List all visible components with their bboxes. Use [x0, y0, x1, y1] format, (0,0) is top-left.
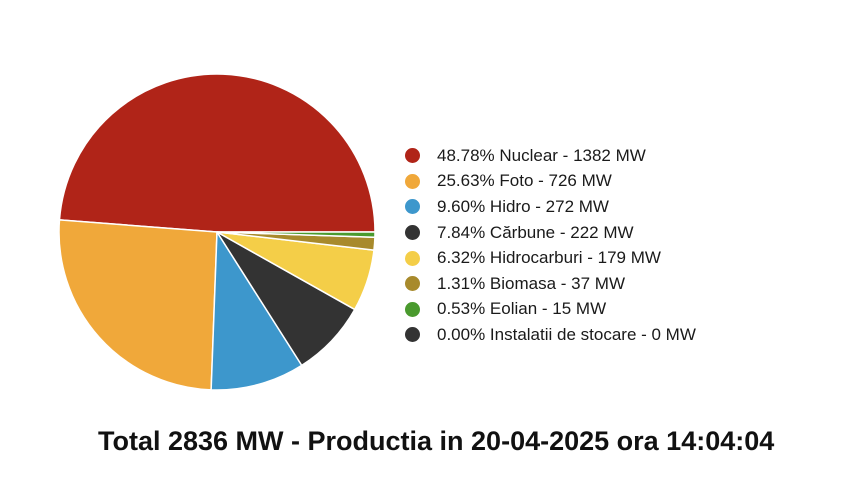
legend-item-nuclear: 48.78% Nuclear - 1382 MW [405, 143, 696, 169]
legend-item-stocare: 0.00% Instalatii de stocare - 0 MW [405, 322, 696, 348]
legend-label-biomasa: 1.31% Biomasa - 37 MW [437, 273, 626, 293]
legend-swatch-nuclear [405, 148, 420, 164]
legend-swatch-eolian [405, 301, 420, 317]
legend-label-hidro: 9.60% Hidro - 272 MW [437, 196, 609, 216]
legend-swatch-hidrocarburi [405, 250, 420, 266]
legend-label-foto: 25.63% Foto - 726 MW [437, 171, 612, 191]
legend-label-eolian: 0.53% Eolian - 15 MW [437, 299, 607, 319]
pie-slice-nuclear [58, 73, 376, 233]
legend-swatch-foto [405, 173, 420, 189]
legend-item-biomasa: 1.31% Biomasa - 37 MW [405, 271, 696, 297]
legend-label-nuclear: 48.78% Nuclear - 1382 MW [437, 145, 646, 165]
legend-swatch-biomasa [405, 276, 420, 292]
legend-swatch-hidro [405, 199, 420, 215]
legend-item-eolian: 0.53% Eolian - 15 MW [405, 297, 696, 323]
legend-label-hidrocarburi: 6.32% Hidrocarburi - 179 MW [437, 248, 661, 268]
legend-label-stocare: 0.00% Instalatii de stocare - 0 MW [437, 324, 696, 344]
pie-slice-foto [58, 219, 218, 391]
legend-label-carbune: 7.84% Cărbune - 222 MW [437, 222, 634, 242]
pie-slice-hidro [210, 231, 303, 391]
legend-item-carbune: 7.84% Cărbune - 222 MW [405, 220, 696, 246]
pie-slice-eolian [216, 231, 376, 239]
legend-swatch-stocare [405, 327, 420, 343]
legend: 48.78% Nuclear - 1382 MW 25.63% Foto - 7… [405, 143, 696, 348]
chart-title: Total 2836 MW - Productia in 20-04-2025 … [98, 426, 775, 456]
legend-item-foto: 25.63% Foto - 726 MW [405, 169, 696, 195]
legend-item-hidro: 9.60% Hidro - 272 MW [405, 194, 696, 220]
legend-swatch-carbune [405, 225, 420, 241]
legend-item-hidrocarburi: 6.32% Hidrocarburi - 179 MW [405, 245, 696, 271]
